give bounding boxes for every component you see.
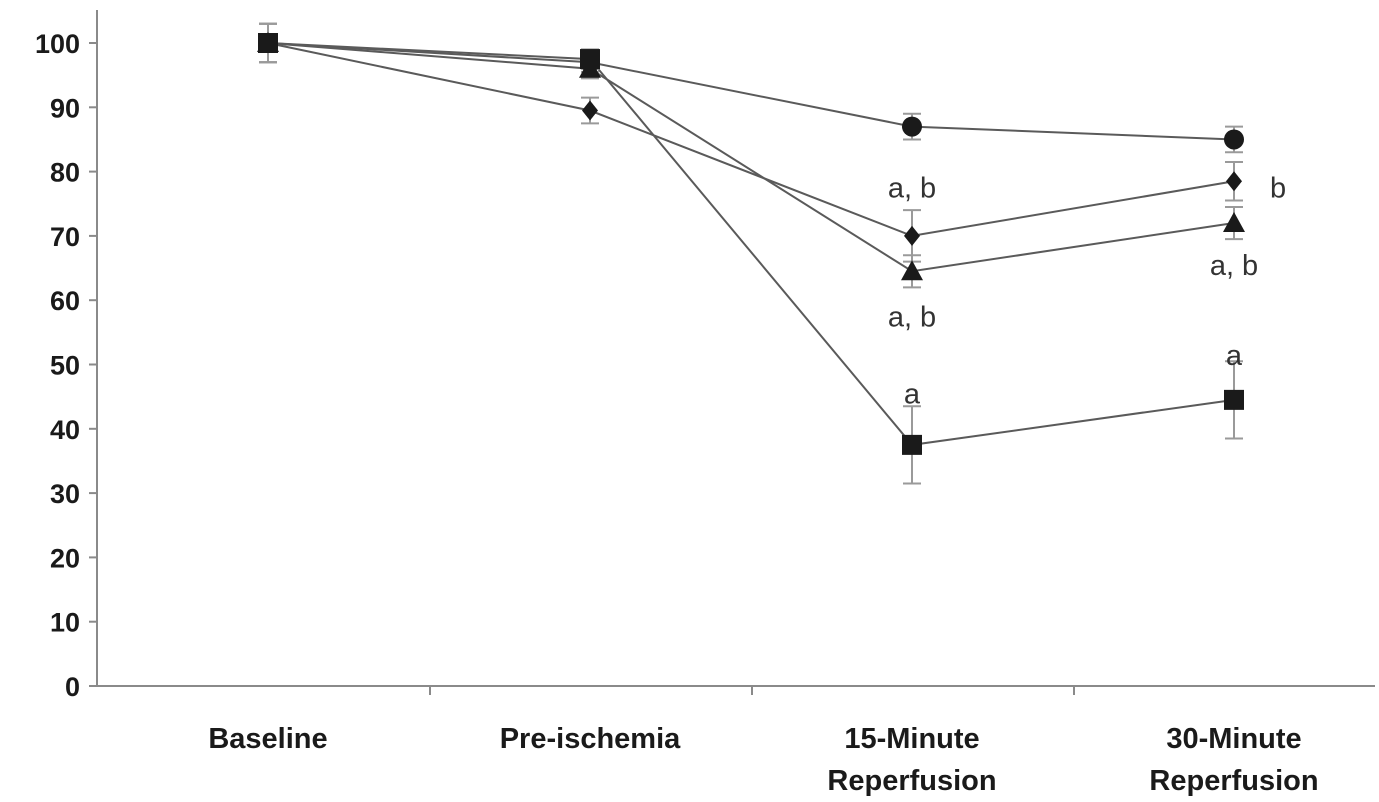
point-square xyxy=(580,49,600,69)
x-tick-label: Baseline xyxy=(208,723,327,755)
point-diamond xyxy=(582,101,598,121)
annotation-label: a, b xyxy=(888,301,936,333)
series-line-diamond xyxy=(268,43,1234,236)
y-tick-label: 20 xyxy=(50,543,80,573)
annotation-layer: a, b a, b a b a, b a xyxy=(888,173,1286,411)
y-tick-label: 60 xyxy=(50,286,80,316)
y-tick-label: 90 xyxy=(50,93,80,123)
point-circle xyxy=(1224,129,1244,149)
y-tick-label: 80 xyxy=(50,158,80,188)
annotation-label: b xyxy=(1270,173,1286,205)
point-square xyxy=(902,435,922,455)
annotation-label: a, b xyxy=(1210,250,1258,282)
y-tick-label: 50 xyxy=(50,351,80,381)
annotation-label: a xyxy=(904,378,921,410)
axes: 0 10 20 30 40 50 60 70 80 90 100 Baseline Pre-ischem… xyxy=(35,10,1375,797)
point-square xyxy=(258,33,278,53)
point-square xyxy=(1224,390,1244,410)
y-tick-label: 40 xyxy=(50,415,80,445)
y-tick-label: 70 xyxy=(50,222,80,252)
point-circle xyxy=(902,117,922,137)
series-layer xyxy=(257,24,1245,484)
y-tick-label: 100 xyxy=(35,29,80,59)
y-tick-label: 0 xyxy=(65,672,80,702)
x-tick-label: 30-Minute Reperfusion xyxy=(1149,723,1318,797)
point-triangle xyxy=(1223,212,1245,232)
x-tick-label: 15-Minute Reperfusion xyxy=(827,723,996,797)
point-diamond xyxy=(904,226,920,246)
point-diamond xyxy=(1226,171,1242,191)
series-line-circle xyxy=(268,43,1234,139)
y-tick-label: 10 xyxy=(50,608,80,638)
series-line-triangle xyxy=(268,43,1234,271)
x-tick-label: Pre-ischemia xyxy=(500,723,681,755)
annotation-label: a, b xyxy=(888,173,936,205)
y-tick-label: 30 xyxy=(50,479,80,509)
annotation-label: a xyxy=(1226,340,1243,372)
